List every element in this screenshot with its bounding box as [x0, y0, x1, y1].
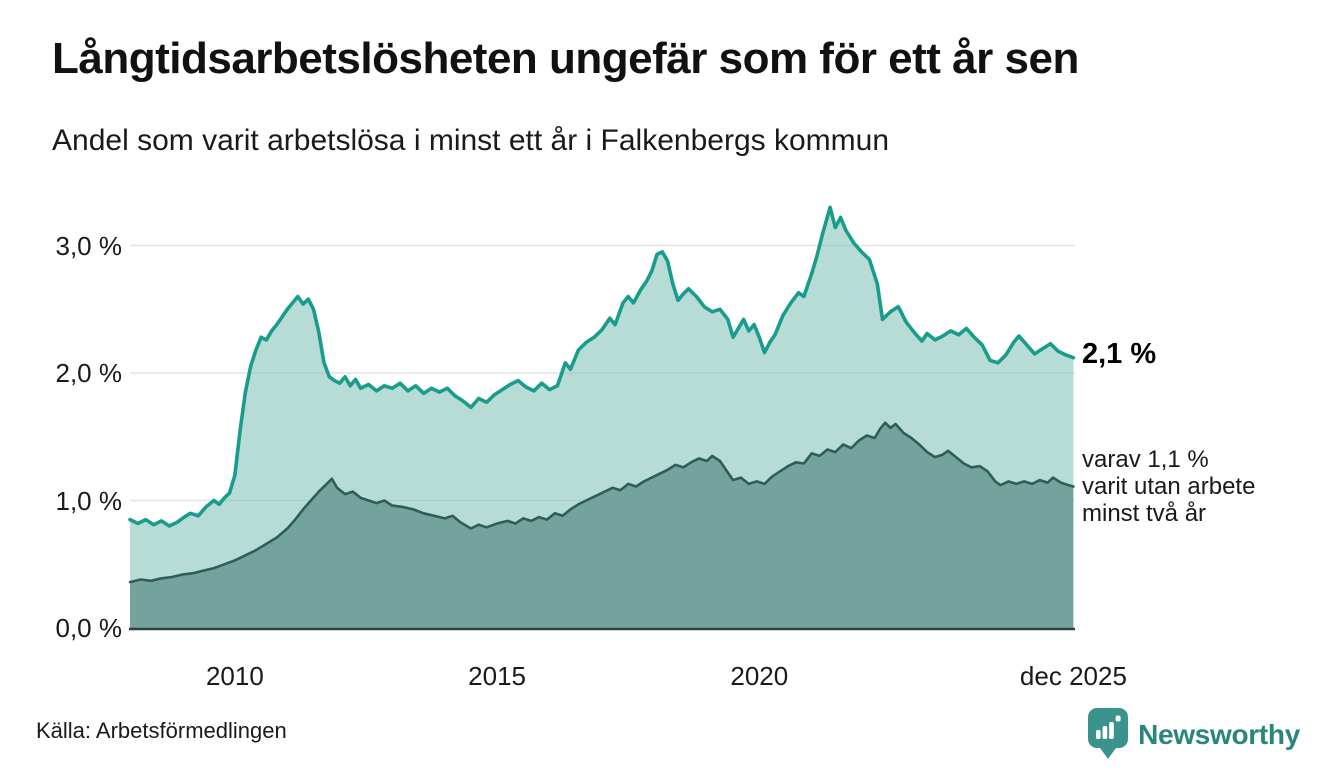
x-tick-label: dec 2025	[1019, 661, 1127, 691]
source-caption: Källa: Arbetsförmedlingen	[36, 718, 287, 743]
newsworthy-wordmark: Newsworthy	[1138, 719, 1300, 750]
latest-value-annotation: 2,1 %	[1082, 338, 1157, 370]
y-tick-label: 3,0 %	[55, 230, 123, 261]
line-one-year	[128, 205, 1076, 528]
line-two-year	[128, 421, 1075, 584]
secondary-series-annotation: varav 1,1 % varit utan arbete minst två …	[1082, 446, 1255, 527]
secondary-annotation-line: varit utan arbete	[1082, 473, 1256, 500]
x-tick-label: 2015	[468, 661, 526, 691]
x-tick-label: 2020	[730, 661, 789, 691]
secondary-annotation-line: varav 1,1 %	[1082, 446, 1209, 473]
secondary-annotation-line: minst två år	[1082, 500, 1207, 527]
newsworthy-bubble-icon	[1088, 708, 1129, 759]
x-tick-label: 2010	[205, 661, 264, 691]
page-title: Långtidsarbetslösheten ungefär som för e…	[52, 34, 1079, 83]
y-tick-label: 2,0 %	[55, 358, 123, 388]
area-two-year	[130, 422, 1074, 628]
newsworthy-logo: Newsworthy	[1088, 706, 1300, 764]
y-tick-label: 0,0 %	[55, 613, 123, 643]
chart-series	[128, 205, 1076, 629]
chart-subtitle: Andel som varit arbetslösa i minst ett å…	[52, 124, 889, 157]
y-tick-label: 1,0 %	[55, 485, 123, 516]
